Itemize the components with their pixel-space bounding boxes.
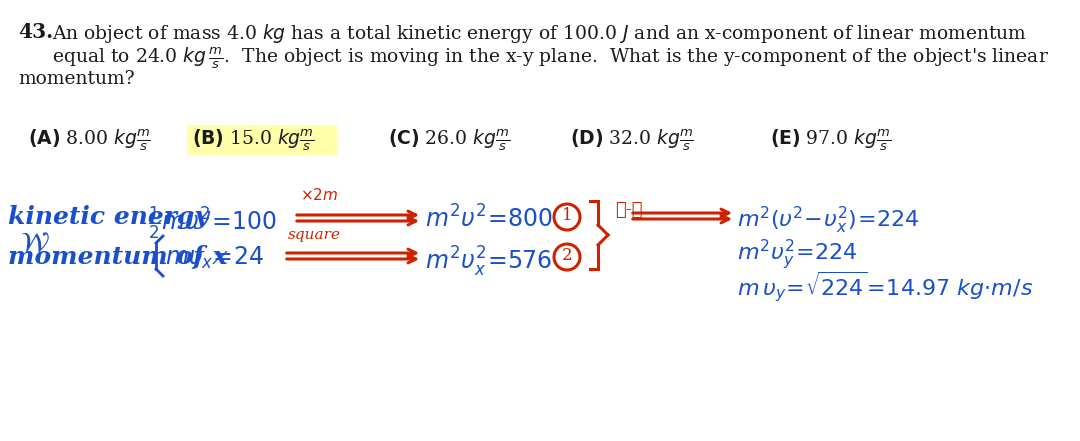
- Text: $m^2\upsilon^2\!=\!800$: $m^2\upsilon^2\!=\!800$: [426, 205, 553, 232]
- Text: equal to 24.0 $\mathit{kg}\,\frac{\mathit{m}}{\mathit{s}}$.  The object is movin: equal to 24.0 $\mathit{kg}\,\frac{\mathi…: [52, 46, 1049, 71]
- Text: $\mathcal{W}$: $\mathcal{W}$: [21, 231, 50, 258]
- FancyBboxPatch shape: [187, 125, 337, 155]
- Text: $m^2\upsilon_y^2\!=\!224$: $m^2\upsilon_y^2\!=\!224$: [737, 238, 858, 273]
- Text: $m\,\upsilon_y\!=\!\sqrt{224}\!=\!14.97\ kg{\cdot}m/s$: $m\,\upsilon_y\!=\!\sqrt{224}\!=\!14.97\…: [737, 270, 1034, 305]
- Text: ①-②: ①-②: [615, 201, 643, 219]
- Text: $\times 2m$: $\times 2m$: [300, 187, 338, 203]
- Text: $m^2\upsilon_x^2\!=\!576$: $m^2\upsilon_x^2\!=\!576$: [426, 245, 552, 279]
- Text: momentum?: momentum?: [18, 70, 135, 88]
- Text: $\mathbf{(D)}$ 32.0 $\mathit{kg}\frac{\mathit{m}}{\mathit{s}}$: $\mathbf{(D)}$ 32.0 $\mathit{kg}\frac{\m…: [570, 128, 694, 153]
- Text: $\mathbf{(E)}$ 97.0 $\mathit{kg}\frac{\mathit{m}}{\mathit{s}}$: $\mathbf{(E)}$ 97.0 $\mathit{kg}\frac{\m…: [770, 128, 891, 153]
- Text: $\mathbf{(A)}$ 8.00 $\mathit{kg}\frac{\mathit{m}}{\mathit{s}}$: $\mathbf{(A)}$ 8.00 $\mathit{kg}\frac{\m…: [28, 128, 151, 153]
- Text: square: square: [288, 228, 341, 242]
- Text: momentum of x: momentum of x: [8, 245, 228, 269]
- Text: $\mathbf{(B)}$ 15.0 $\mathit{kg}\frac{\mathit{m}}{\mathit{s}}$: $\mathbf{(B)}$ 15.0 $\mathit{kg}\frac{\m…: [192, 128, 314, 153]
- Text: An object of mass 4.0 $\mathit{kg}$ has a total kinetic energy of 100.0 $\mathit: An object of mass 4.0 $\mathit{kg}$ has …: [52, 22, 1027, 45]
- Text: $\frac{1}{2}m\upsilon^2\!=\!100$: $\frac{1}{2}m\upsilon^2\!=\!100$: [148, 205, 278, 243]
- Text: 1: 1: [562, 208, 572, 224]
- Text: kinetic energy: kinetic energy: [8, 205, 208, 229]
- Text: $m^2(\upsilon^2\!-\!\upsilon_x^2)\!=\!224$: $m^2(\upsilon^2\!-\!\upsilon_x^2)\!=\!22…: [737, 205, 919, 236]
- Text: 43.: 43.: [18, 22, 53, 42]
- Text: 2: 2: [562, 247, 572, 265]
- Text: $m\upsilon_x\!=\!24$: $m\upsilon_x\!=\!24$: [165, 245, 265, 271]
- Text: $\mathbf{(C)}$ 26.0 $\mathit{kg}\frac{\mathit{m}}{\mathit{s}}$: $\mathbf{(C)}$ 26.0 $\mathit{kg}\frac{\m…: [388, 128, 510, 153]
